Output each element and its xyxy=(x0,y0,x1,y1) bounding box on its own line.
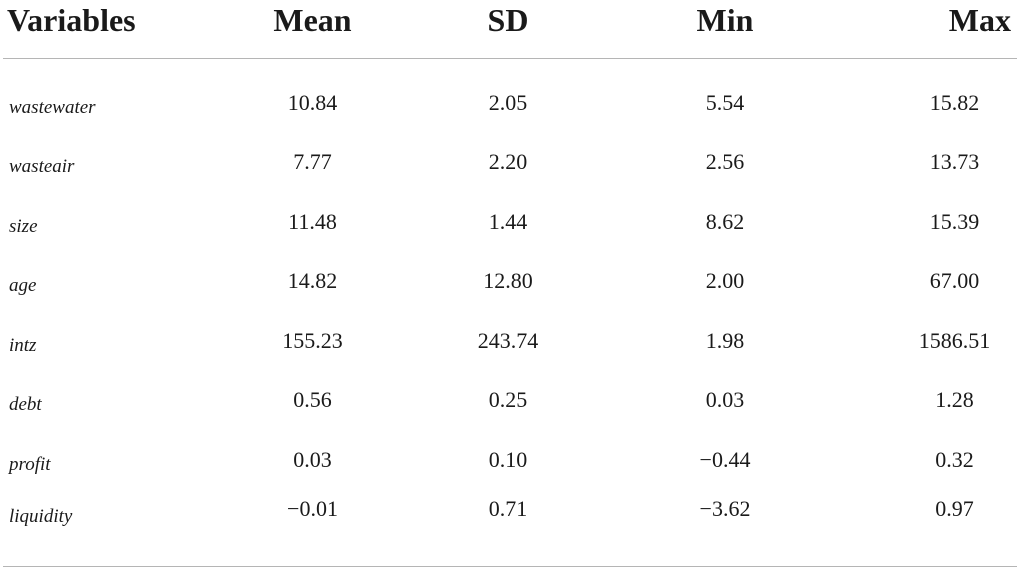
table-row: wasteair 7.77 2.20 2.56 13.73 xyxy=(3,133,1017,193)
max-value: 13.73 xyxy=(929,149,980,175)
variable-name: wastewater xyxy=(9,96,96,118)
variable-name: size xyxy=(9,215,38,237)
spacer-cell xyxy=(3,59,1017,74)
header-max: Max xyxy=(848,0,1017,59)
sd-value: 2.20 xyxy=(488,149,528,175)
sd-value: 0.25 xyxy=(488,387,528,413)
table-row: age 14.82 12.80 2.00 67.00 xyxy=(3,252,1017,312)
min-value: 2.00 xyxy=(705,268,745,294)
min-value: 0.03 xyxy=(705,387,745,413)
max-value: 15.39 xyxy=(929,208,980,234)
min-value: 5.54 xyxy=(705,89,745,115)
variable-name: intz xyxy=(9,334,37,356)
max-value: 0.32 xyxy=(935,446,974,472)
header-sd: SD xyxy=(438,0,638,59)
mean-value: 0.56 xyxy=(293,387,332,413)
sd-value: 0.10 xyxy=(488,446,528,472)
mean-value: 0.03 xyxy=(293,446,332,472)
mean-value: 155.23 xyxy=(282,327,343,353)
max-value: 67.00 xyxy=(929,268,980,294)
sd-value: 243.74 xyxy=(477,327,539,353)
sd-value: 12.80 xyxy=(483,268,533,294)
max-value: 15.82 xyxy=(929,89,980,115)
min-value: −3.62 xyxy=(638,489,848,567)
min-value: 1.98 xyxy=(705,327,745,353)
variable-name: wasteair xyxy=(9,156,75,178)
variable-name: profit xyxy=(9,453,51,475)
min-value: −0.44 xyxy=(699,446,751,472)
table-row: liquidity −0.01 0.71 −3.62 0.97 xyxy=(3,489,1017,567)
max-value: 1.28 xyxy=(935,387,974,413)
header-row: Variables Mean SD Min Max xyxy=(3,0,1017,59)
max-value: 1586.51 xyxy=(918,327,991,353)
variable-name: liquidity xyxy=(3,489,223,567)
max-value: 0.97 xyxy=(848,489,1017,567)
mean-value: 10.84 xyxy=(287,89,338,115)
header-spacer xyxy=(3,59,1017,74)
descriptive-statistics-table: Variables Mean SD Min Max wastewater 10.… xyxy=(3,0,1017,567)
variable-name: age xyxy=(9,275,37,297)
table-row: profit 0.03 0.10 −0.44 0.32 xyxy=(3,430,1017,490)
mean-value: 7.77 xyxy=(293,149,332,175)
header-min: Min xyxy=(638,0,848,59)
mean-value: 14.82 xyxy=(287,268,338,294)
descriptive-statistics-table-container: Variables Mean SD Min Max wastewater 10.… xyxy=(3,0,1017,567)
mean-value: −0.01 xyxy=(223,489,438,567)
header-variables: Variables xyxy=(3,0,223,59)
table-row: debt 0.56 0.25 0.03 1.28 xyxy=(3,371,1017,431)
mean-value: 11.48 xyxy=(288,208,337,234)
sd-value: 2.05 xyxy=(488,89,528,115)
variable-name: debt xyxy=(9,394,42,416)
table-header: Variables Mean SD Min Max xyxy=(3,0,1017,59)
table-row: size 11.48 1.44 8.62 15.39 xyxy=(3,192,1017,252)
table-row: wastewater 10.84 2.05 5.54 15.82 xyxy=(3,73,1017,133)
header-mean: Mean xyxy=(223,0,438,59)
min-value: 2.56 xyxy=(705,149,745,175)
sd-value: 0.71 xyxy=(438,489,638,567)
table-row: intz 155.23 243.74 1.98 1586.51 xyxy=(3,311,1017,371)
sd-value: 1.44 xyxy=(488,208,528,234)
min-value: 8.62 xyxy=(705,208,745,234)
